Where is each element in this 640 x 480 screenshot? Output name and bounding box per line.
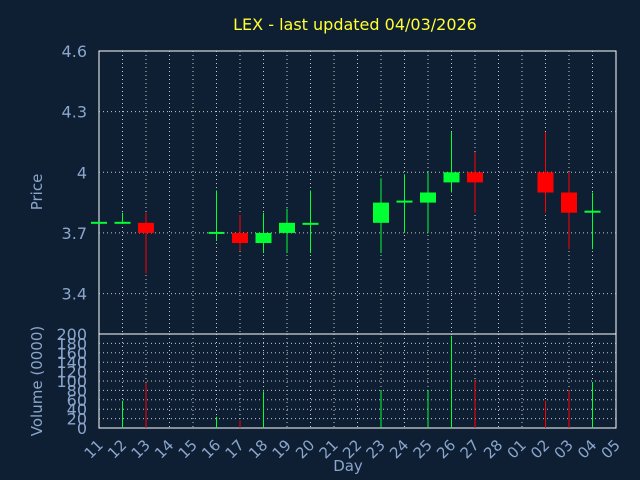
candle-body <box>396 200 413 203</box>
x-tick-label: 28 <box>480 436 506 462</box>
candle-body <box>467 172 483 183</box>
volume-tick-label: 120 <box>56 363 87 382</box>
x-tick-label: 23 <box>363 436 389 462</box>
x-tick-label: 25 <box>410 436 436 462</box>
candles <box>91 131 601 274</box>
price-tick-label: 4.6 <box>62 42 87 61</box>
x-tick-label: 04 <box>574 436 600 462</box>
x-tick-label: 15 <box>175 436 201 462</box>
x-tick-label: 17 <box>222 436 248 462</box>
volume-tick-label: 140 <box>56 353 87 372</box>
x-tick-label: 27 <box>457 436 483 462</box>
price-tick-label: 4.3 <box>62 103 87 122</box>
candle-body <box>91 221 107 224</box>
candle-body <box>420 192 436 203</box>
x-tick-label: 19 <box>269 436 295 462</box>
volume-panel <box>98 333 617 429</box>
price-tick-label: 4 <box>77 163 87 182</box>
candle-body <box>302 222 319 225</box>
x-tick-label: 12 <box>104 436 130 462</box>
volume-tick-label: 100 <box>56 372 87 391</box>
x-tick-label: 02 <box>527 436 553 462</box>
x-tick-label: 05 <box>598 436 624 462</box>
volume-bars <box>122 335 593 428</box>
price-tick-label: 3.4 <box>62 285 87 304</box>
candle-body <box>584 210 601 213</box>
price-axis-label: Price <box>28 174 46 211</box>
volume-tick-label: 200 <box>56 325 87 344</box>
candle-body <box>279 222 295 233</box>
x-tick-label: 03 <box>551 436 577 462</box>
x-tick-label: 18 <box>245 436 271 462</box>
x-tick-label: 14 <box>151 436 177 462</box>
price-panel <box>98 50 617 335</box>
x-tick-label: 24 <box>386 436 412 462</box>
x-tick-label: 01 <box>504 436 530 462</box>
candle-body <box>208 231 225 234</box>
candle-body <box>373 202 389 223</box>
volume-tick-label: 60 <box>67 391 87 410</box>
x-tick-label: 26 <box>433 436 459 462</box>
x-axis-label: Day <box>333 457 363 475</box>
candle-body <box>561 192 577 213</box>
candle-body <box>443 172 460 183</box>
candle-body <box>232 232 248 244</box>
candle-body <box>114 221 131 224</box>
x-tick-label: 11 <box>81 436 107 462</box>
volume-tick-label: 40 <box>67 400 87 419</box>
volume-tick-label: 160 <box>56 344 87 363</box>
volume-tick-label: 180 <box>56 334 87 353</box>
x-tick-label: 16 <box>198 436 224 462</box>
chart-title: LEX - last updated 04/03/2026 <box>233 15 477 34</box>
volume-tick-label: 80 <box>67 381 87 400</box>
price-tick-label: 3.7 <box>62 224 87 243</box>
volume-tick-label: 0 <box>77 419 87 438</box>
x-tick-label: 20 <box>292 436 318 462</box>
candle-body <box>138 222 154 233</box>
volume-tick-label: 20 <box>67 410 87 429</box>
x-tick-label: 13 <box>128 436 154 462</box>
candle-body <box>255 232 272 244</box>
candle-body <box>537 172 554 193</box>
price-y-ticks: 4.6 4.3 4 3.7 3.4 <box>62 42 87 304</box>
volume-axis-label: Volume (0000) <box>28 326 46 436</box>
